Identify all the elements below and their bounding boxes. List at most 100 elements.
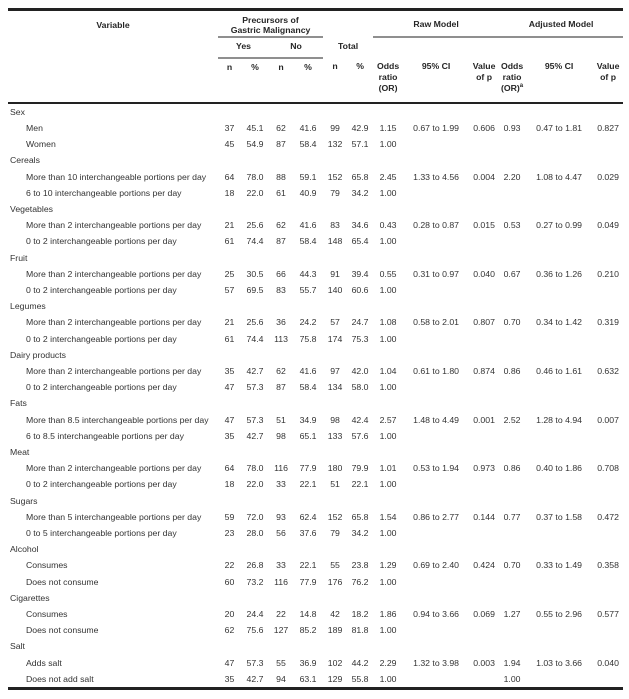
data-row: Does not add salt 35 42.7 94 63.1 129 55.8 1.00…	[8, 670, 624, 690]
cell-adj-ci	[525, 428, 593, 444]
row-label: Does not consume	[26, 625, 99, 636]
cell-adj-ci: 1.28 to 4.94	[536, 414, 582, 425]
cell-total-pct: 18.2	[351, 609, 369, 619]
cell-total-n: 132	[327, 139, 343, 150]
category-label: Fruit	[10, 252, 28, 263]
cell-raw-p: 0.606	[473, 122, 495, 133]
cell-raw-or: 1.00	[379, 479, 397, 490]
cell-no-n: 113	[274, 333, 288, 344]
data-row: 6 to 10 interchangeable portions per day…	[8, 185, 623, 201]
cell-adj-or: 0.70	[503, 317, 521, 328]
cell-raw-or: 1.00	[379, 625, 397, 636]
cell-total-pct: 57.1	[351, 139, 369, 150]
raw-p-line1: Value	[472, 60, 496, 71]
cell-no-pct: 77.9	[299, 576, 317, 587]
cell-adj-or	[499, 331, 525, 347]
cell-yes-n: 47	[224, 382, 235, 393]
cell-no-n: 93	[276, 511, 286, 522]
cell-adj-or	[499, 282, 525, 298]
cell-adj-or: 2.20	[503, 171, 521, 182]
row-label: Does not consume	[26, 576, 99, 587]
cell-yes-pct: 26.8	[246, 560, 264, 571]
cell-no-pct: 34.9	[299, 414, 317, 425]
row-label: 0 to 5 interchangeable portions per day	[26, 527, 177, 538]
category-row: Vegetables	[8, 201, 623, 217]
cell-total-n: 97	[330, 365, 340, 376]
cell-adj-p	[593, 282, 623, 298]
cell-yes-pct: 57.3	[246, 382, 264, 393]
cell-total-pct: 58.0	[351, 382, 369, 393]
cell-total-n: 57	[330, 317, 340, 328]
cell-total-pct: 42.4	[351, 414, 369, 425]
category-row: Cigarettes	[8, 590, 623, 606]
cell-total-pct: 42.9	[351, 122, 369, 133]
cell-yes-pct: 42.7	[246, 365, 264, 376]
header-row-columns: n % n % n % Odds ratio (OR) 95% CI Value…	[8, 57, 624, 104]
cell-total-n: 133	[327, 430, 343, 441]
cell-no-pct: 36.9	[299, 657, 317, 668]
cell-adj-ci	[525, 331, 593, 347]
cell-total-pct: 23.8	[351, 560, 369, 571]
cell-raw-ci: 1.48 to 4.49	[413, 414, 459, 425]
cell-no-n: 55	[276, 657, 286, 668]
data-row: More than 2 interchangeable portions per…	[8, 460, 623, 476]
cell-no-pct: 41.6	[299, 220, 317, 231]
cell-raw-ci: 1.32 to 3.98	[413, 657, 459, 668]
category-label: Alcohol	[10, 544, 39, 555]
cell-total-n: 91	[330, 268, 340, 279]
cell-total-n: 152	[327, 171, 343, 182]
adj-or-line1: Odds	[500, 60, 524, 71]
cell-raw-p	[469, 331, 499, 347]
cell-no-pct: 24.2	[299, 317, 317, 328]
cell-adj-or: 0.93	[503, 122, 521, 133]
row-label: More than 8.5 interchangeable portions p…	[26, 414, 209, 425]
cell-no-pct: 59.1	[299, 171, 317, 182]
cell-adj-or: 0.53	[503, 220, 521, 231]
table-body: Sex Men 37 45.1 62 41.6 99 42.9 1.15 0.67 to 1.99…	[8, 103, 624, 690]
category-label: Sex	[10, 106, 25, 117]
cell-total-n: 176	[327, 576, 343, 587]
data-row: 0 to 2 interchangeable portions per day 5…	[8, 282, 623, 298]
cell-total-pct: 79.9	[351, 463, 369, 474]
cell-yes-pct: 72.0	[246, 511, 264, 522]
total-pct-header: %	[347, 57, 374, 104]
table-header: Variable Precursors of Gastric Malignanc…	[8, 9, 624, 104]
cell-no-pct: 37.6	[299, 527, 317, 538]
cell-yes-pct: 24.4	[246, 609, 264, 619]
cell-adj-ci: 1.08 to 4.47	[536, 171, 582, 182]
cell-adj-or	[499, 428, 525, 444]
cell-raw-p	[469, 428, 499, 444]
cell-total-n: 55	[330, 560, 340, 571]
category-row: Salt	[8, 638, 623, 654]
cell-adj-p: 0.029	[597, 171, 619, 182]
cell-no-n: 56	[276, 527, 286, 538]
cell-no-n: 127	[273, 625, 289, 636]
cell-yes-n: 45	[224, 139, 235, 150]
cell-raw-p: 0.144	[473, 511, 495, 522]
cell-no-pct: 58.4	[299, 236, 317, 247]
cell-no-pct: 85.2	[299, 625, 317, 636]
cell-raw-ci: 0.67 to 1.99	[413, 122, 459, 133]
category-row: Cereals	[8, 152, 623, 168]
category-label: Cigarettes	[10, 592, 50, 603]
cell-raw-ci	[403, 331, 469, 347]
cell-yes-pct: 74.4	[246, 333, 264, 344]
cell-adj-or: 2.52	[503, 414, 521, 425]
cell-raw-p: 0.015	[473, 220, 495, 231]
cell-raw-or: 1.29	[379, 560, 397, 571]
cell-raw-or: 1.00	[379, 382, 397, 393]
data-row: More than 2 interchangeable portions per…	[8, 314, 623, 330]
cell-no-n: 116	[274, 576, 288, 587]
cell-adj-or	[499, 525, 525, 541]
cell-adj-or	[499, 622, 525, 638]
cell-total-pct: 55.8	[347, 670, 374, 690]
cell-raw-or: 0.55	[379, 268, 397, 279]
cell-no-n: 22	[276, 609, 286, 619]
cell-total-pct: 76.2	[351, 576, 369, 587]
row-label: 6 to 10 interchangeable portions per day	[26, 187, 182, 198]
data-row: Women 45 54.9 87 58.4 132 57.1 1.00	[8, 136, 623, 152]
cell-raw-ci	[403, 379, 469, 395]
cell-adj-ci	[525, 476, 593, 492]
cell-raw-or: 1.00	[379, 139, 397, 150]
cell-yes-pct: 22.0	[246, 479, 264, 490]
